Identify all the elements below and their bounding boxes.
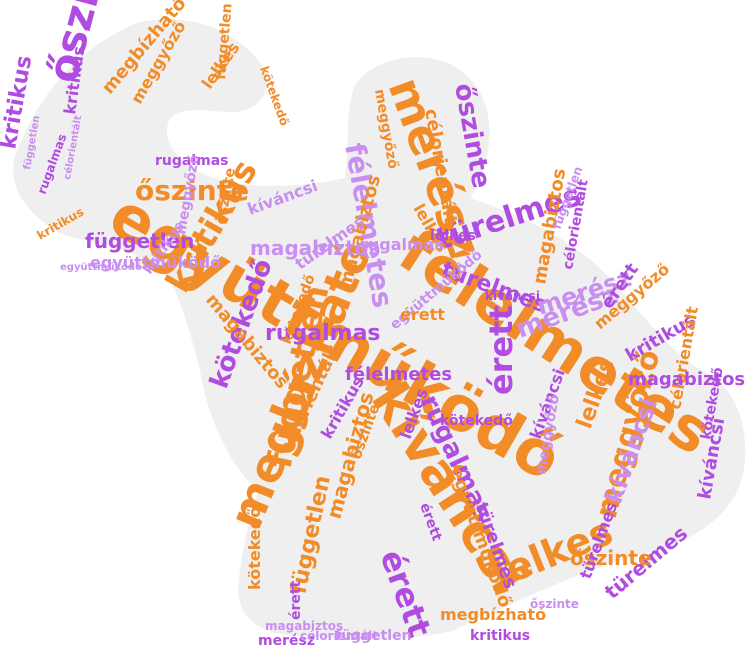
cloud-word: érett [400,305,445,324]
cloud-word: merész [258,633,315,649]
cloud-word: rugalmas [360,235,444,254]
cloud-word: rugalmas [155,153,229,169]
cloud-word: magabiztos [628,369,745,390]
cloud-word: együttműködő [90,253,221,272]
cloud-word: félelmetes [345,364,452,385]
cloud-word: magabiztos [265,619,343,633]
cloud-word: független [85,229,194,253]
cloud-word: független [335,628,412,644]
cloud-word: őszinte [530,597,579,611]
cloud-word: megbízható [440,605,546,624]
cloud-word: érett [288,580,304,620]
cloud-word: őszinte [570,546,652,570]
cloud-word: lelkes [430,228,476,244]
cloud-word: érett [482,305,520,395]
cloud-word: független [213,3,236,81]
cloud-word: kritikus [470,628,530,644]
cloud-word: őszinte [135,174,249,207]
cloud-word: kötekedő [440,413,513,429]
cloud-word: magabiztos [250,236,380,260]
cloud-word: kötekedő [245,507,264,590]
cloud-word: rugalmas [265,321,381,346]
cloud-word: együttműködő [60,261,142,273]
silhouette-shape [13,19,746,639]
cloud-word: célorientált [300,629,378,643]
cloud-word: kíváncsi [485,289,540,303]
